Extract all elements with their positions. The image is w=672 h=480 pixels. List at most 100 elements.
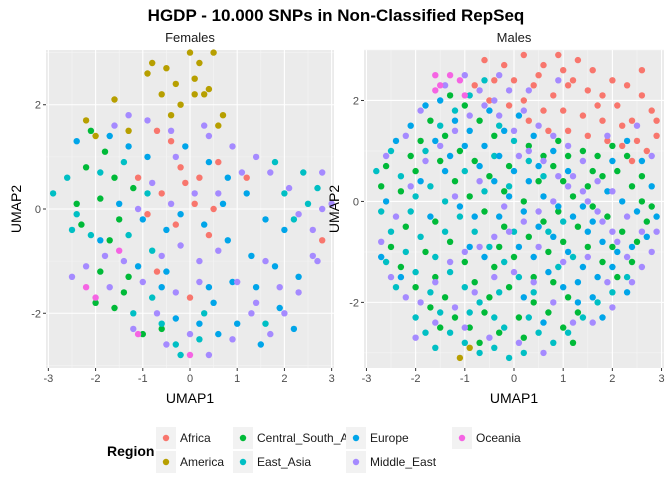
data-point <box>422 248 429 256</box>
data-point <box>515 152 523 160</box>
data-point <box>125 143 132 150</box>
data-point <box>535 329 542 336</box>
data-point <box>466 127 473 134</box>
data-point <box>205 231 213 239</box>
data-point <box>412 284 419 291</box>
data-point <box>564 127 572 134</box>
data-point <box>579 263 587 271</box>
data-point <box>594 102 601 109</box>
data-point <box>446 329 454 336</box>
data-point <box>525 157 532 165</box>
x-tick-label: 0 <box>187 373 193 385</box>
data-point <box>535 122 542 129</box>
data-point <box>471 82 478 89</box>
data-point <box>186 330 194 338</box>
data-point <box>471 157 478 165</box>
data-point <box>609 228 616 235</box>
data-point <box>579 203 587 210</box>
data-point <box>496 72 503 79</box>
data-point <box>224 237 231 244</box>
data-point <box>643 233 650 240</box>
data-point <box>252 284 260 291</box>
data-point <box>530 132 537 139</box>
data-point <box>441 294 449 301</box>
data-point <box>569 319 577 326</box>
data-point <box>486 294 493 301</box>
data-point <box>560 284 567 291</box>
data-point <box>139 330 146 338</box>
data-point <box>172 80 179 88</box>
data-point <box>481 188 488 195</box>
data-point <box>614 238 621 245</box>
data-point <box>432 319 439 326</box>
data-point <box>432 279 439 286</box>
data-point <box>648 183 655 190</box>
data-point <box>437 82 444 89</box>
data-point <box>167 112 175 119</box>
data-point <box>560 238 567 245</box>
x-tick-label: 3 <box>329 373 335 385</box>
data-point <box>68 226 76 234</box>
x-tick-label: -3 <box>362 373 372 385</box>
data-point <box>520 349 527 357</box>
data-point <box>144 70 151 77</box>
data-point <box>461 248 468 256</box>
data-point <box>633 208 641 215</box>
data-point <box>638 67 646 74</box>
data-point <box>229 336 236 343</box>
data-point <box>574 299 582 306</box>
data-point <box>134 174 142 181</box>
data-point <box>481 77 488 84</box>
data-point <box>158 190 165 197</box>
data-point <box>525 117 532 124</box>
data-point <box>234 320 241 327</box>
data-point <box>628 157 636 165</box>
data-point <box>387 228 395 235</box>
data-point <box>623 137 631 145</box>
data-point <box>153 310 161 317</box>
data-point <box>87 127 95 134</box>
data-point <box>515 112 523 119</box>
data-point <box>648 203 655 210</box>
series-Europe <box>73 132 302 348</box>
data-point <box>510 137 518 145</box>
data-point <box>130 184 137 192</box>
legend-label: America <box>180 455 224 469</box>
data-point <box>149 59 156 67</box>
data-point <box>638 263 646 271</box>
data-point <box>456 203 464 210</box>
legend-swatch <box>352 434 360 442</box>
data-point <box>290 216 298 223</box>
data-point <box>560 218 567 225</box>
data-point <box>158 252 165 260</box>
data-point <box>594 152 601 160</box>
data-point <box>515 339 523 346</box>
x-tick-label: 1 <box>234 373 240 385</box>
data-point <box>248 252 255 260</box>
y-tick-label: -2 <box>349 297 359 309</box>
data-point <box>481 253 488 261</box>
data-point <box>451 178 459 185</box>
data-point <box>437 324 444 331</box>
data-point <box>628 279 636 286</box>
data-point <box>604 188 611 195</box>
data-point <box>491 132 498 139</box>
data-point <box>267 169 274 176</box>
data-point <box>501 223 508 230</box>
data-point <box>550 132 557 139</box>
data-point <box>589 203 596 210</box>
x-tick-label: -2 <box>91 373 101 385</box>
data-point <box>510 228 518 235</box>
data-point <box>520 218 527 225</box>
data-point <box>569 339 577 346</box>
x-tick-label: -3 <box>43 373 53 385</box>
legend-item-Europe: Europe <box>346 427 409 449</box>
data-point <box>125 273 132 280</box>
data-point <box>505 354 513 362</box>
data-point <box>496 329 503 336</box>
data-point <box>158 284 165 291</box>
data-point <box>281 226 288 234</box>
data-point <box>186 351 194 359</box>
data-point <box>466 309 473 316</box>
data-point <box>427 183 434 190</box>
